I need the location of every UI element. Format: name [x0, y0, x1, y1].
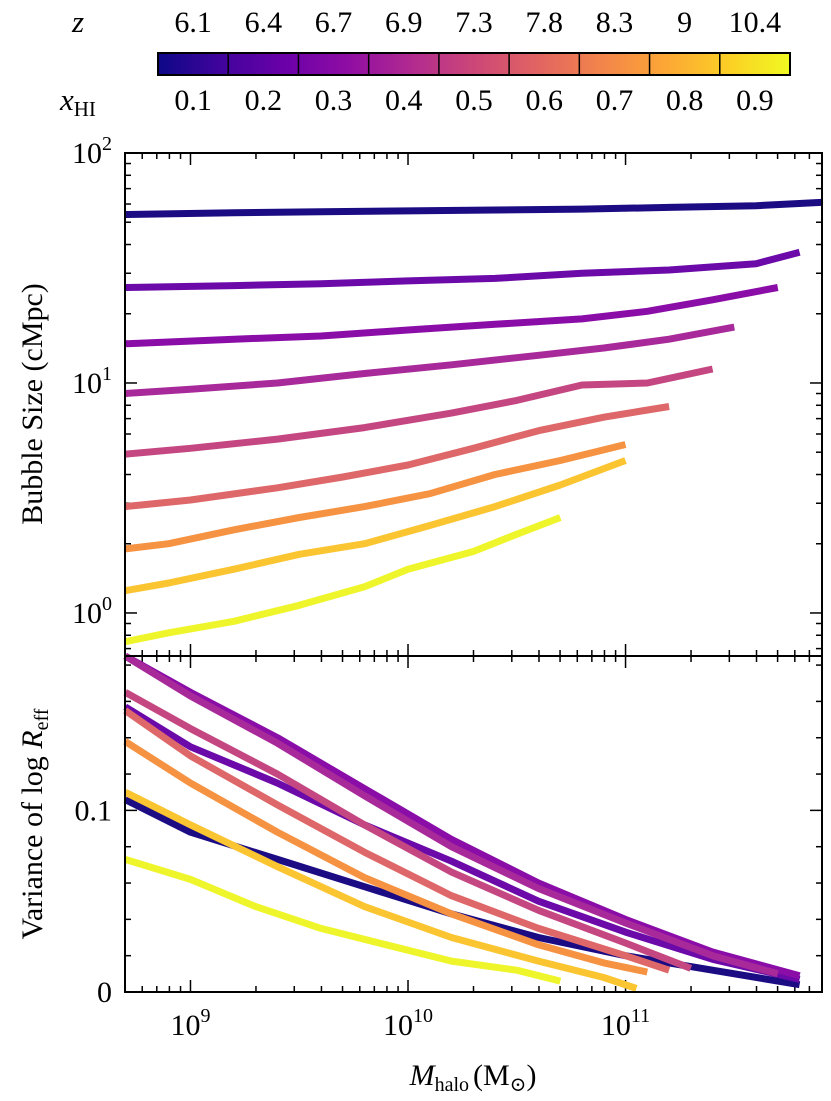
series-line-2	[123, 703, 801, 983]
colorbar-gradient	[158, 53, 790, 75]
series-line-9	[124, 856, 562, 985]
colorbar-xhi-label: xHI	[59, 82, 96, 121]
colorbar-frame	[157, 52, 791, 76]
series-line-6	[123, 707, 671, 974]
series-line-5	[123, 689, 693, 972]
top-panel-ticks	[124, 152, 823, 656]
colorbar-xhi-ticks: 0.1 0.2 0.3 0.4 0.5 0.6 0.7 0.8 0.9	[174, 84, 773, 117]
colorbar-z-ticks: 6.1 6.4 6.7 6.9 7.3 7.8 8.3 9 10.4	[174, 6, 781, 39]
bottom-panel-frame	[124, 655, 823, 993]
series-line-4	[124, 323, 735, 397]
colorbar-z-tick-label: 8.3	[596, 6, 634, 39]
bottom-panel: 00.1 109 1010 1011 Variance of log Reff Mh…	[16, 652, 823, 1096]
colorbar: z 6.1 6.4 6.7 6.9 7.3 7.8 8.3 9 10.4 xHI 0.1 0.2 0…	[59, 4, 791, 121]
series-line-9	[124, 514, 562, 646]
series-line-8	[123, 789, 638, 992]
top-panel-ylabel: Bubble Size (cMpc)	[16, 283, 49, 525]
series-line-4	[123, 653, 779, 978]
top-ytick-label: 102	[72, 133, 112, 170]
bottom-panel-ytick-labels: 00.1	[75, 794, 113, 1009]
top-ytick-label: 101	[72, 363, 112, 400]
colorbar-separators	[227, 53, 721, 75]
series-line-3	[123, 652, 801, 980]
series-line-2	[125, 248, 801, 291]
bottom-ytick-label: 0	[97, 976, 112, 1009]
top-panel: 100 101 102 Bubble Size (cMpc)	[16, 133, 823, 657]
series-line-6	[124, 403, 670, 511]
colorbar-xhi-tick-label: 0.7	[596, 84, 634, 117]
colorbar-xhi-tick-label: 0.1	[174, 84, 212, 117]
series-line-3	[125, 284, 779, 348]
colorbar-z-label: z	[71, 4, 84, 39]
bottom-xtick-label: 109	[170, 1005, 210, 1042]
colorbar-z-tick-label: 9	[677, 6, 692, 39]
top-panel-lines	[124, 198, 822, 646]
bottom-panel-xlabel: Mhalo (M⊙)	[409, 1059, 537, 1096]
top-ytick-label: 100	[72, 593, 112, 630]
colorbar-z-tick-label: 6.9	[385, 6, 423, 39]
colorbar-xhi-tick-label: 0.3	[315, 84, 353, 117]
colorbar-z-tick-label: 10.4	[729, 6, 782, 39]
bottom-panel-xtick-labels: 109 1010 1011	[170, 1005, 650, 1042]
colorbar-xhi-tick-label: 0.2	[245, 84, 283, 117]
bottom-xtick-label: 1011	[601, 1005, 650, 1042]
top-panel-frame	[124, 152, 823, 657]
colorbar-xhi-tick-label: 0.9	[736, 84, 774, 117]
top-panel-ytick-labels: 100 101 102	[72, 133, 112, 630]
colorbar-z-tick-label: 7.8	[525, 6, 563, 39]
bottom-ytick-label: 0.1	[75, 794, 113, 827]
bottom-panel-ylabel: Variance of log Reff	[16, 708, 53, 939]
series-line-7	[124, 441, 627, 553]
series-line-8	[124, 457, 627, 595]
colorbar-xhi-tick-label: 0.4	[385, 84, 423, 117]
bottom-xtick-label: 1010	[383, 1005, 433, 1042]
colorbar-xhi-tick-label: 0.8	[666, 84, 704, 117]
colorbar-z-tick-label: 7.3	[455, 6, 493, 39]
colorbar-z-tick-label: 6.7	[315, 6, 353, 39]
series-line-1	[125, 198, 822, 218]
colorbar-z-tick-label: 6.1	[174, 6, 212, 39]
colorbar-xhi-tick-label: 0.6	[525, 84, 563, 117]
series-line-7	[123, 738, 649, 976]
colorbar-xhi-tick-label: 0.5	[455, 84, 493, 117]
series-line-5	[124, 365, 714, 458]
colorbar-z-tick-label: 6.4	[245, 6, 283, 39]
bottom-panel-lines	[123, 652, 801, 992]
